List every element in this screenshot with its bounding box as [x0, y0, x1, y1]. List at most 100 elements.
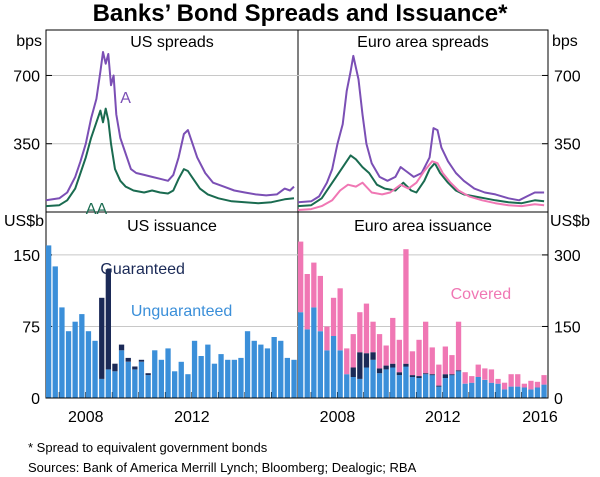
bar-covered — [403, 249, 409, 364]
bar-unguaranteed — [317, 331, 323, 398]
bar-unguaranteed — [462, 383, 468, 398]
bar-unguaranteed — [72, 321, 78, 398]
bar-unguaranteed — [172, 371, 178, 398]
bar-unguaranteed — [423, 374, 429, 398]
bar-unguaranteed — [337, 350, 343, 398]
bar-guaranteed — [112, 363, 118, 372]
bar-covered — [357, 312, 363, 353]
x-axis-label: 2008 — [68, 409, 104, 426]
bar-unguaranteed — [324, 350, 330, 398]
bar-unguaranteed — [521, 387, 527, 398]
spread-line-a — [297, 54, 545, 204]
bar-guaranteed — [125, 357, 131, 362]
spread-line-aa — [297, 154, 545, 208]
bar-covered — [390, 317, 396, 364]
bar-unguaranteed — [218, 354, 224, 398]
x-axis-label: 2008 — [320, 409, 356, 426]
bar-unguaranteed — [59, 307, 65, 398]
bar-covered — [429, 347, 435, 375]
bar-unguaranteed — [409, 377, 416, 398]
bar-covered — [330, 297, 337, 336]
bar-guaranteed — [99, 297, 105, 379]
bar-covered — [311, 262, 317, 308]
bar-covered — [455, 321, 462, 371]
bar-unguaranteed — [251, 340, 257, 398]
bar-unguaranteed — [145, 375, 151, 398]
bar-unguaranteed — [442, 378, 448, 398]
series-label-covered: Covered — [451, 286, 511, 303]
bar-covered — [495, 378, 501, 384]
bar-covered — [370, 321, 376, 353]
bar-unguaranteed — [508, 386, 514, 398]
bar-unguaranteed — [198, 356, 204, 398]
bar-unguaranteed — [211, 363, 218, 398]
bar-unguaranteed — [291, 359, 297, 398]
bar-covered — [436, 364, 442, 386]
bar-guaranteed — [363, 353, 370, 368]
bar-unguaranteed — [65, 331, 72, 398]
bar-guaranteed — [390, 363, 396, 368]
bar-unguaranteed — [350, 377, 356, 398]
bar-unguaranteed — [370, 359, 376, 398]
bar-unguaranteed — [264, 348, 271, 398]
bar-unguaranteed — [138, 361, 145, 398]
series-label-guaranteed: Guaranteed — [100, 261, 185, 278]
bar-guaranteed — [429, 374, 435, 376]
series-label-a: A — [120, 90, 131, 107]
bar-guaranteed — [449, 374, 455, 376]
bar-guaranteed — [416, 376, 422, 378]
spread-line-a — [45, 51, 295, 202]
bar-covered — [528, 380, 534, 390]
bar-covered — [304, 274, 310, 330]
spreads-right-tick-label: 700 — [554, 68, 581, 85]
bar-guaranteed — [376, 368, 383, 374]
bar-unguaranteed — [165, 348, 171, 398]
bar-guaranteed — [383, 365, 389, 370]
issuance-right-unit-label: US$b — [550, 213, 590, 230]
bar-covered — [363, 303, 370, 354]
bar-guaranteed — [403, 363, 409, 367]
bar-unguaranteed — [449, 375, 455, 398]
bar-unguaranteed — [158, 359, 164, 398]
bar-covered — [423, 321, 429, 374]
bar-unguaranteed — [403, 366, 409, 398]
bar-unguaranteed — [244, 331, 251, 398]
bar-unguaranteed — [271, 337, 277, 398]
bar-unguaranteed — [79, 314, 85, 398]
bar-covered — [462, 372, 468, 384]
spreads-left-tick-label: 700 — [13, 68, 40, 85]
bar-guaranteed — [396, 372, 402, 376]
bar-unguaranteed — [495, 383, 501, 398]
bar-unguaranteed — [205, 344, 211, 398]
bar-covered — [383, 345, 389, 366]
bar-unguaranteed — [225, 359, 231, 398]
x-axis-label: 2012 — [425, 409, 461, 426]
bar-unguaranteed — [152, 350, 158, 398]
x-axis-label: 2016 — [522, 409, 558, 426]
bar-unguaranteed — [534, 387, 541, 398]
bar-covered — [298, 241, 304, 313]
bar-unguaranteed — [238, 357, 244, 398]
spreads-panel-title: US spreads — [130, 34, 214, 51]
bar-covered — [488, 369, 495, 383]
issuance-left-tick-label: 0 — [31, 391, 40, 408]
bar-unguaranteed — [541, 384, 547, 398]
series-label-unguaranteed: Unguaranteed — [131, 303, 232, 320]
bar-covered — [521, 383, 527, 388]
issuance-right-tick-label: 0 — [554, 391, 563, 408]
issuance-left-tick-label: 75 — [22, 319, 40, 336]
bar-guaranteed — [132, 366, 138, 370]
bar-unguaranteed — [178, 361, 184, 398]
bar-covered — [501, 382, 508, 390]
bar-unguaranteed — [363, 367, 370, 398]
bar-unguaranteed — [330, 336, 337, 398]
bar-covered — [482, 368, 488, 380]
spread-line-covered — [297, 160, 545, 211]
bar-unguaranteed — [416, 378, 422, 398]
bar-unguaranteed — [284, 357, 290, 398]
bar-guaranteed — [442, 374, 448, 378]
bar-unguaranteed — [112, 371, 118, 398]
bar-covered — [344, 348, 350, 375]
issuance-right-tick-label: 150 — [554, 319, 581, 336]
bar-unguaranteed — [429, 375, 435, 398]
